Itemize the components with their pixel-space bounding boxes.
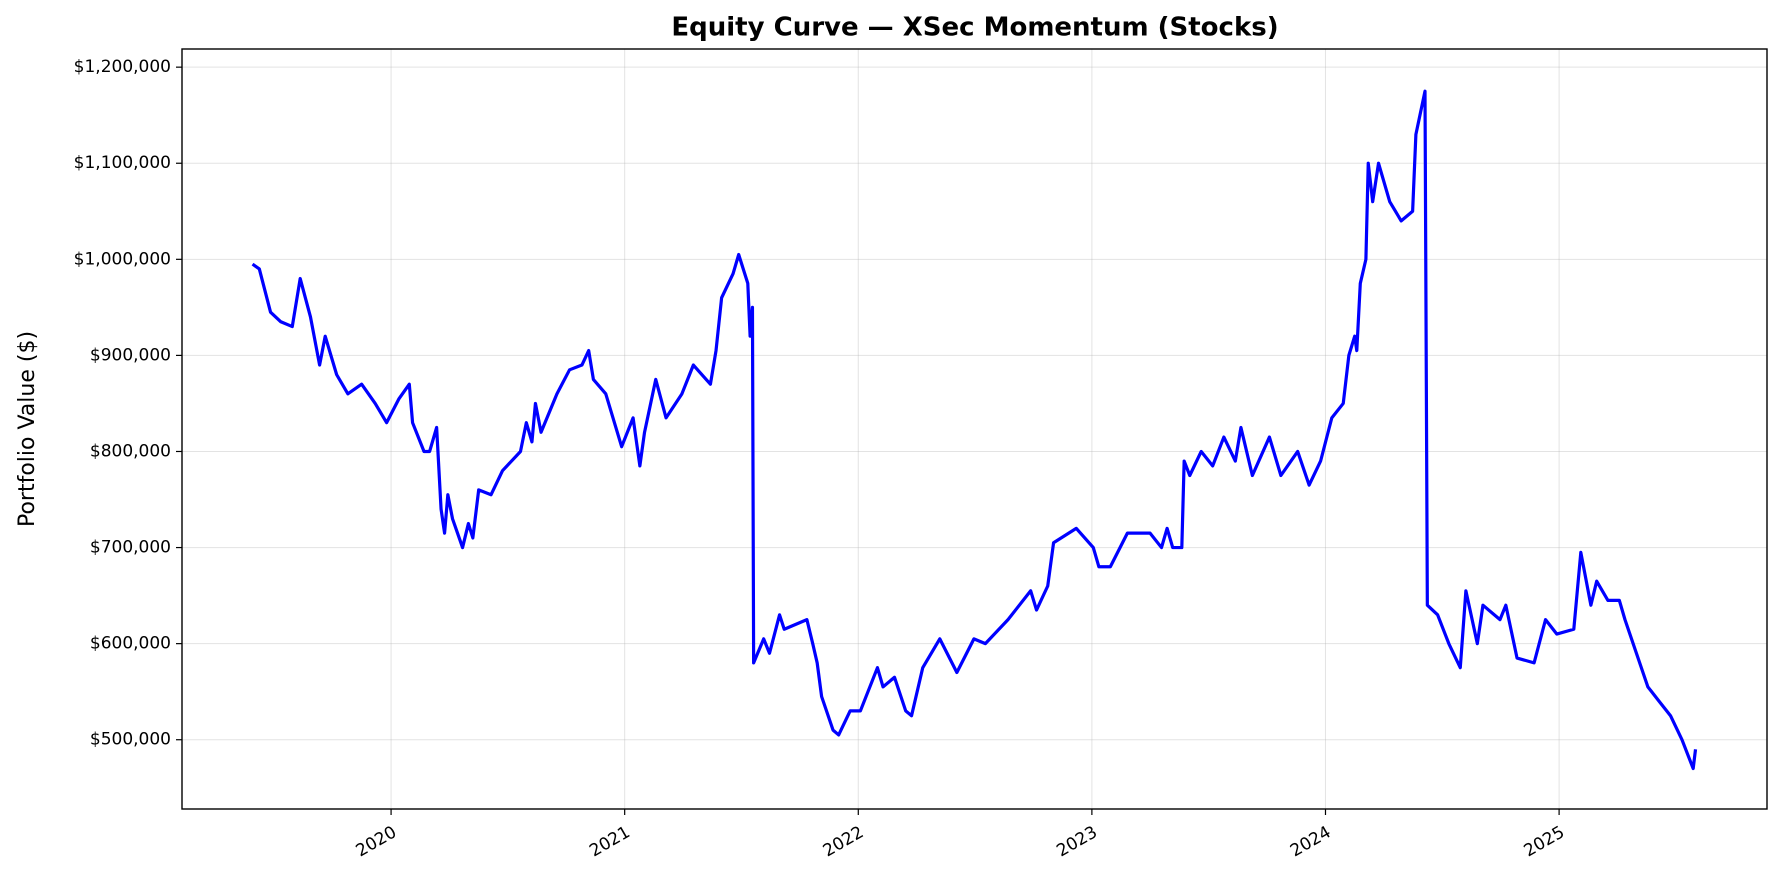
y-tick-label: $500,000	[90, 730, 171, 750]
y-tick-label: $1,100,000	[74, 153, 171, 173]
x-tick-label: 2025	[1521, 822, 1568, 861]
x-tick-label: 2022	[820, 822, 867, 861]
y-axis-label: Portfolio Value ($)	[15, 331, 40, 527]
y-tick-label: $900,000	[90, 345, 171, 365]
y-tick-label: $1,000,000	[74, 249, 171, 269]
axes-frame	[181, 48, 1768, 810]
x-tick-label: 2021	[586, 822, 633, 861]
plot-area	[251, 89, 1698, 771]
x-tick-label: 2023	[1053, 822, 1100, 861]
equity-line	[251, 89, 1698, 771]
y-tick-label: $600,000	[90, 634, 171, 654]
x-tick-label: 2020	[353, 822, 400, 861]
x-tick-label: 2024	[1287, 822, 1334, 861]
y-tick-label: $1,200,000	[74, 57, 171, 77]
chart-title: Equity Curve — XSec Momentum (Stocks)	[671, 13, 1278, 43]
y-tick-label: $700,000	[90, 538, 171, 558]
y-tick-label: $800,000	[90, 441, 171, 461]
grid: $500,000 $600,000 $700,000 $800,000 $900,000…	[74, 49, 1767, 861]
